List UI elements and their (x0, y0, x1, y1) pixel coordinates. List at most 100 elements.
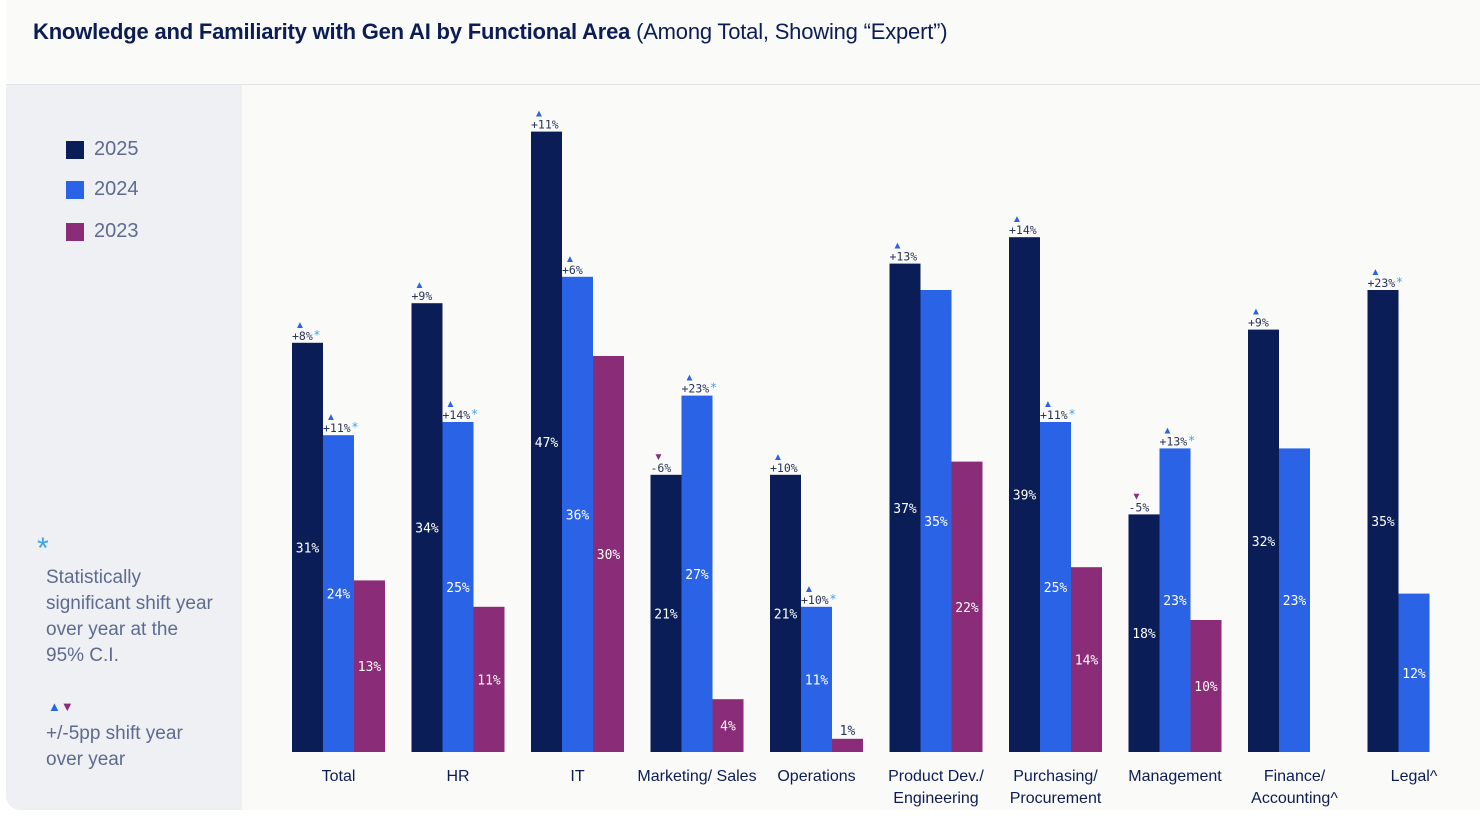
value-label: 22% (955, 601, 979, 616)
value-label: 11% (477, 673, 501, 688)
triangle-up-icon: ▲ (326, 412, 336, 423)
value-label: 4% (720, 720, 736, 735)
value-label: 35% (1371, 515, 1395, 530)
change-label: +9% (412, 289, 433, 303)
change-label: +11% (531, 118, 559, 132)
change-label: +13% (890, 250, 918, 264)
x-axis-label-operations: Operations (777, 768, 855, 785)
value-label: 10% (1194, 680, 1218, 695)
legend-swatch-2024 (66, 180, 84, 199)
bar-hr-2023 (473, 606, 505, 752)
x-axis-label-management: Management (1128, 768, 1222, 785)
triangle-up-icon: ▲ (1012, 214, 1022, 225)
bar-operations-2023 (832, 738, 863, 752)
value-label: 35% (924, 515, 948, 530)
triangle-down-icon: ▼ (654, 452, 664, 463)
triangle-up-icon: ▲ (773, 452, 783, 463)
bar-it-2023 (593, 356, 624, 752)
triangle-up-icon: ▲ (48, 699, 61, 714)
change-label: -5% (1129, 500, 1150, 514)
change-label: +11% (1040, 408, 1068, 422)
value-label: 12% (1402, 667, 1426, 682)
bar-marketing-sales-2024 (681, 395, 713, 752)
legend-item-2023: 2023 (66, 220, 139, 243)
value-label: 47% (535, 436, 559, 451)
significance-star-icon: * (37, 532, 49, 565)
value-label: 30% (597, 548, 621, 563)
triangle-up-icon: ▲ (415, 280, 425, 291)
significance-note-line: significant shift year (46, 593, 213, 614)
triangle-up-icon: ▲ (685, 373, 695, 384)
bar-purchasing-procurement-2023 (1071, 567, 1102, 752)
triangle-up-icon: ▲ (1163, 425, 1173, 436)
bar-it-2025 (531, 131, 562, 753)
bar-operations-2025 (770, 474, 801, 752)
x-axis-label-hr: HR (446, 768, 469, 785)
triangle-up-icon: ▲ (1251, 307, 1261, 318)
bar-finance-accounting-2025 (1248, 329, 1279, 752)
shift-note-line: +/-5pp shift year (46, 723, 183, 744)
triangle-up-icon: ▲ (1043, 399, 1053, 410)
bar-management-2024 (1159, 448, 1191, 752)
triangle-down-icon: ▼ (1132, 491, 1142, 502)
value-label: 37% (893, 502, 917, 517)
value-label: 36% (566, 508, 590, 523)
chart-title: Knowledge and Familiarity with Gen AI by… (33, 19, 948, 45)
triangle-up-icon: ▲ (804, 584, 814, 595)
value-label: 39% (1013, 489, 1037, 504)
bar-legal-2025 (1367, 290, 1399, 752)
significance-note-line: 95% C.I. (46, 645, 119, 666)
legend-swatch-2025 (66, 140, 84, 159)
value-label: 21% (654, 607, 678, 622)
legend-item-2025: 2025 (66, 138, 139, 161)
bar-management-2025 (1128, 514, 1160, 752)
change-label: +10% (770, 461, 798, 475)
significance-star-icon: * (314, 328, 320, 342)
triangle-up-icon: ▲ (565, 254, 575, 265)
shift-icons: ▲▼ (48, 700, 74, 714)
bar-total-2023 (354, 580, 385, 752)
change-label: +10% (801, 593, 829, 607)
chart-title-main: Knowledge and Familiarity with Gen AI by… (33, 19, 631, 44)
value-label: 25% (1044, 581, 1068, 596)
x-axis-label-total: Total (322, 768, 356, 785)
change-label: +6% (562, 263, 583, 277)
bar-purchasing-procurement-2024 (1040, 422, 1071, 752)
change-label: +14% (443, 408, 471, 422)
bar-hr-2025 (411, 303, 443, 752)
legend-label-2025: 2025 (94, 138, 139, 160)
triangle-up-icon: ▲ (446, 399, 456, 410)
bar-product-dev-engineering-2023 (951, 461, 983, 752)
x-axis-label-it: IT (570, 768, 584, 785)
bar-product-dev-engineering-2024 (920, 290, 952, 752)
triangle-up-icon: ▲ (295, 320, 305, 331)
bar-purchasing-procurement-2025 (1009, 237, 1040, 752)
value-label: 13% (358, 660, 382, 675)
significance-star-icon: * (1397, 275, 1403, 289)
header: Knowledge and Familiarity with Gen AI by… (6, 0, 1480, 85)
significance-star-icon: * (352, 420, 358, 434)
change-label: +23% (1368, 276, 1396, 290)
value-label: 21% (774, 607, 798, 622)
triangle-up-icon: ▲ (1371, 267, 1381, 278)
value-label: 0% (1318, 733, 1334, 748)
value-label: 31% (296, 541, 320, 556)
significance-star-icon: * (472, 407, 478, 421)
legend-panel (6, 85, 242, 810)
change-label: +8% (292, 329, 313, 343)
legend-label-2023: 2023 (94, 220, 139, 242)
value-label: 18% (1132, 627, 1156, 642)
value-label: 1% (840, 724, 856, 739)
chart-title-subtitle: (Among Total, Showing “Expert”) (630, 19, 948, 44)
value-label: 34% (415, 522, 439, 537)
x-axis-label-legal: Legal^ (1391, 768, 1438, 785)
legend-label-2024: 2024 (94, 178, 139, 200)
change-label: +11% (323, 421, 351, 435)
x-axis-label-finance-accounting: Accounting^ (1251, 790, 1338, 807)
shift-note: +/-5pp shift year over year (46, 721, 183, 773)
significance-star-icon: * (1189, 433, 1195, 447)
x-axis-label-purchasing-procurement: Procurement (1010, 790, 1102, 807)
bar-finance-accounting-2024 (1279, 448, 1310, 752)
change-label: +14% (1009, 223, 1037, 237)
